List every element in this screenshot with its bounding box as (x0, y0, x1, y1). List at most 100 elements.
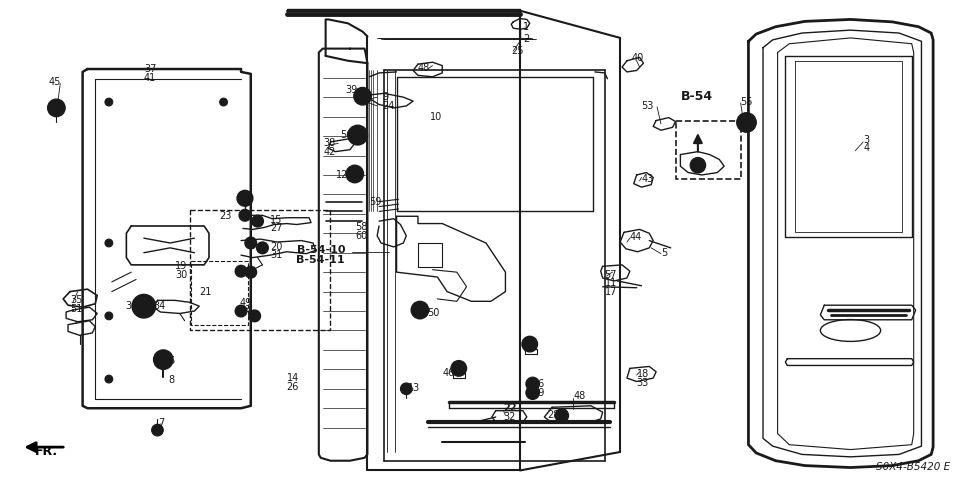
Text: B-54-11: B-54-11 (296, 255, 345, 265)
Text: 33: 33 (637, 378, 649, 388)
Circle shape (154, 350, 173, 369)
Text: 52: 52 (241, 193, 254, 203)
Circle shape (352, 129, 364, 141)
Text: 51: 51 (70, 304, 83, 313)
Circle shape (132, 295, 156, 318)
Text: 35: 35 (70, 295, 83, 305)
Circle shape (737, 113, 756, 132)
Circle shape (348, 125, 367, 145)
Text: 11: 11 (605, 278, 617, 288)
Circle shape (48, 99, 65, 117)
Text: 16: 16 (533, 379, 545, 389)
Circle shape (105, 98, 113, 106)
Text: 2: 2 (523, 34, 529, 44)
Text: 45: 45 (49, 77, 61, 87)
Text: 37: 37 (144, 64, 156, 74)
Circle shape (52, 103, 61, 113)
Text: 7: 7 (158, 418, 164, 428)
Circle shape (235, 305, 247, 317)
Text: 29: 29 (533, 388, 545, 398)
Text: 26: 26 (287, 382, 299, 392)
Circle shape (105, 375, 113, 383)
Text: 49: 49 (239, 298, 252, 308)
Circle shape (354, 87, 371, 105)
Text: 46: 46 (442, 368, 455, 378)
Text: 14: 14 (287, 373, 299, 383)
Circle shape (152, 424, 163, 436)
Circle shape (136, 298, 152, 314)
Text: 24: 24 (382, 101, 395, 111)
Text: 12: 12 (335, 170, 348, 180)
Text: 48: 48 (573, 391, 586, 401)
Text: 20: 20 (270, 242, 283, 252)
Text: 8: 8 (168, 375, 174, 385)
Text: 13: 13 (408, 383, 421, 393)
Text: 34: 34 (154, 301, 166, 311)
Circle shape (257, 242, 268, 254)
Text: 59: 59 (369, 197, 382, 207)
Circle shape (252, 215, 263, 227)
Text: 17: 17 (605, 287, 617, 296)
Text: 10: 10 (430, 112, 442, 122)
Text: 6: 6 (168, 356, 174, 365)
Text: 56: 56 (340, 130, 353, 140)
Text: 1: 1 (523, 22, 529, 32)
Text: 21: 21 (199, 287, 212, 296)
Text: 41: 41 (144, 73, 156, 83)
Text: 40: 40 (632, 53, 644, 63)
Text: 60: 60 (355, 231, 367, 241)
Circle shape (105, 312, 113, 320)
Circle shape (239, 209, 251, 221)
Text: 54: 54 (239, 306, 252, 316)
Text: 27: 27 (270, 224, 283, 233)
Text: 18: 18 (637, 369, 649, 379)
Circle shape (400, 383, 412, 395)
Text: 19: 19 (175, 261, 188, 271)
Text: 28: 28 (547, 410, 560, 419)
Text: 38: 38 (324, 139, 336, 148)
Text: B-54-10: B-54-10 (296, 245, 345, 255)
Circle shape (245, 266, 257, 278)
Text: 30: 30 (175, 270, 188, 279)
Text: B-54: B-54 (680, 90, 712, 103)
Text: 22: 22 (503, 403, 517, 413)
Text: 15: 15 (270, 215, 283, 225)
Text: 23: 23 (219, 211, 231, 221)
Circle shape (237, 191, 253, 206)
Circle shape (415, 305, 425, 315)
Circle shape (526, 377, 539, 391)
Circle shape (249, 310, 260, 322)
Circle shape (690, 157, 706, 173)
Text: 31: 31 (270, 250, 283, 260)
Circle shape (522, 336, 538, 352)
Text: 39: 39 (345, 85, 358, 95)
Circle shape (741, 117, 752, 128)
Circle shape (555, 409, 569, 422)
Text: 25: 25 (511, 46, 524, 56)
Text: 9: 9 (382, 92, 388, 102)
Text: 36: 36 (125, 301, 138, 311)
Circle shape (245, 237, 257, 249)
Circle shape (350, 169, 360, 179)
Circle shape (105, 239, 113, 247)
Circle shape (235, 265, 247, 277)
Text: 4: 4 (863, 143, 869, 153)
Text: 42: 42 (324, 147, 336, 157)
Text: 43: 43 (642, 174, 654, 184)
Circle shape (451, 361, 467, 376)
Text: 47: 47 (525, 344, 538, 354)
Text: S0X4-B5420 E: S0X4-B5420 E (877, 462, 951, 472)
Circle shape (526, 386, 539, 399)
Text: 32: 32 (503, 412, 516, 422)
Text: 53: 53 (641, 101, 653, 111)
Circle shape (346, 165, 364, 183)
Text: 44: 44 (630, 232, 642, 242)
Circle shape (411, 301, 429, 319)
Text: FR.: FR. (35, 446, 58, 458)
Circle shape (220, 98, 227, 106)
Text: 50: 50 (428, 309, 440, 318)
Circle shape (157, 354, 169, 365)
Text: 48: 48 (418, 63, 431, 73)
Text: 57: 57 (605, 270, 617, 279)
Text: 55: 55 (741, 97, 753, 107)
